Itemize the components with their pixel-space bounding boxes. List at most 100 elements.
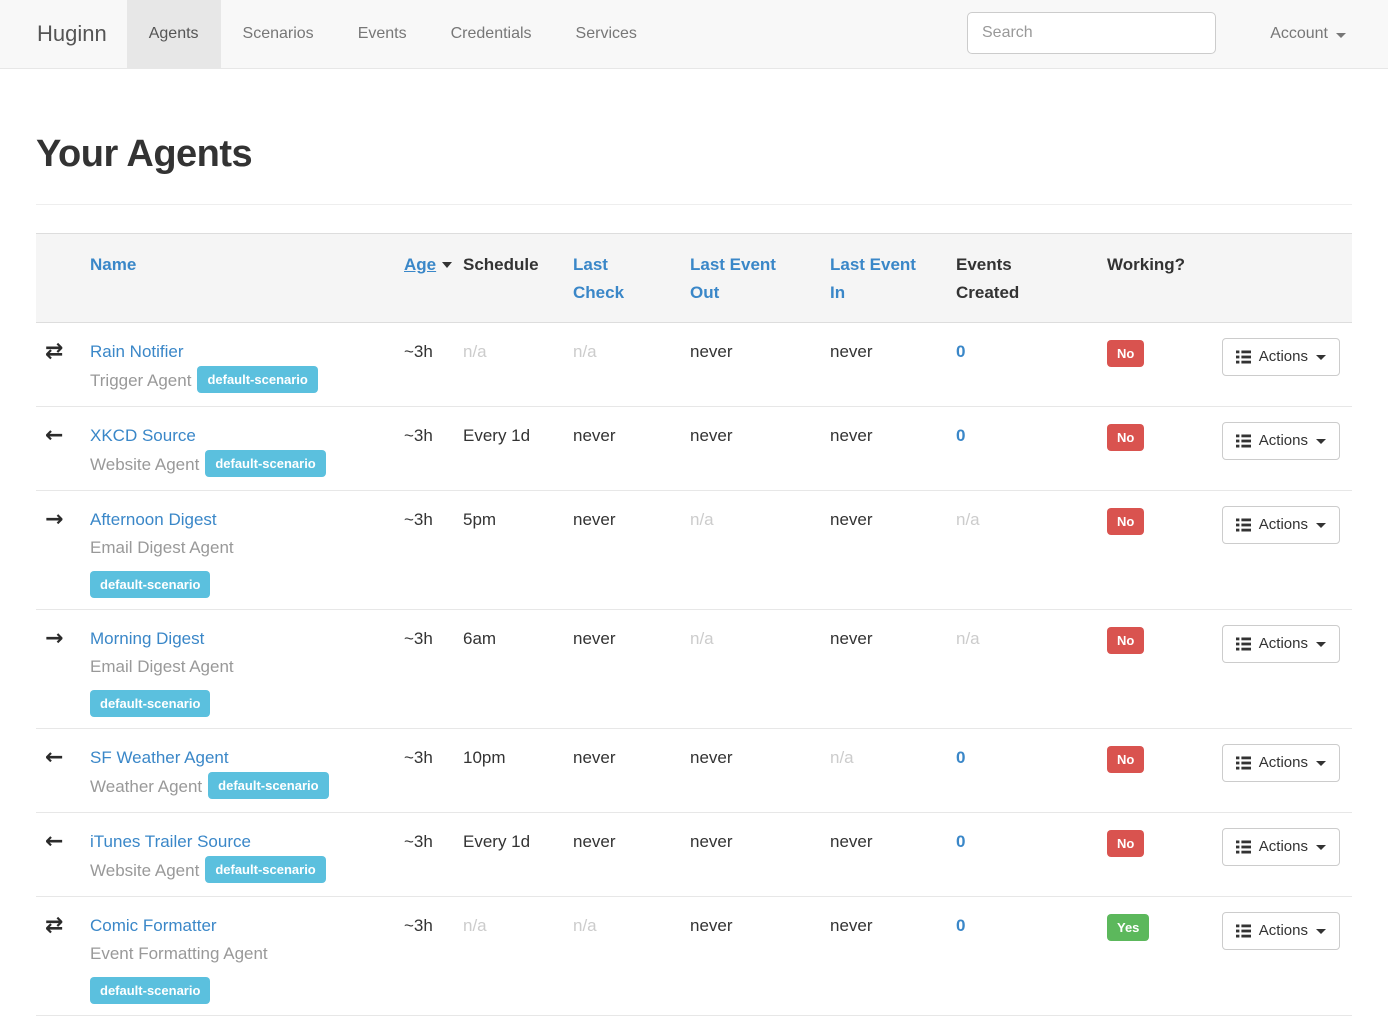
- events-created-link[interactable]: 0: [956, 425, 966, 445]
- list-icon: [1235, 924, 1251, 938]
- schedule-cell: 6am: [463, 628, 497, 648]
- events-created-cell: 0: [956, 744, 1107, 801]
- name-cell: Comic Formatter Event Formatting Agent de…: [90, 912, 404, 1004]
- actions-button[interactable]: Actions: [1221, 911, 1340, 950]
- working-badge: No: [1107, 339, 1145, 367]
- last-event-in-cell: never: [830, 425, 873, 445]
- working-badge: No: [1107, 507, 1145, 535]
- age-cell: ~3h: [404, 747, 433, 767]
- last-check-cell: n/a: [573, 915, 597, 935]
- actions-cell: Actions: [1216, 827, 1352, 885]
- events-created-link[interactable]: 0: [956, 747, 966, 767]
- list-icon: [1235, 350, 1251, 364]
- actions-button[interactable]: Actions: [1221, 337, 1340, 376]
- col-header-age[interactable]: Age: [404, 254, 437, 274]
- exchange-icon: ⇄: [45, 338, 64, 364]
- actions-cell: Actions: [1216, 743, 1352, 801]
- events-created-link[interactable]: 0: [956, 915, 966, 935]
- last-check-cell: n/a: [573, 341, 597, 361]
- working-badge: No: [1107, 829, 1145, 857]
- arrow-left-icon: ←: [45, 744, 64, 770]
- last-event-in-cell: never: [830, 509, 873, 529]
- working-cell: No: [1107, 506, 1216, 598]
- scenario-badge[interactable]: default-scenario: [90, 976, 211, 1004]
- agent-name-link[interactable]: iTunes Trailer Source: [90, 831, 251, 851]
- arrow-right-icon: →: [45, 625, 64, 651]
- agent-type-label: Weather Agent: [90, 776, 203, 796]
- col-header-icon-spacer: [36, 251, 90, 307]
- actions-cell: Actions: [1216, 911, 1352, 1004]
- account-menu[interactable]: Account: [1270, 0, 1346, 68]
- actions-button-label: Actions: [1258, 432, 1308, 450]
- agent-type-label: Website Agent: [90, 454, 200, 474]
- table-row: → Afternoon Digest Email Digest Agent def…: [36, 491, 1352, 610]
- agent-name-link[interactable]: Afternoon Digest: [90, 509, 217, 529]
- events-created-link[interactable]: 0: [956, 831, 966, 851]
- nav-item-events[interactable]: Events: [357, 25, 407, 42]
- agent-name-link[interactable]: Comic Formatter: [90, 915, 217, 935]
- list-icon: [1235, 434, 1251, 448]
- events-created-link: n/a: [956, 628, 980, 648]
- list-icon: [1235, 637, 1251, 651]
- actions-button[interactable]: Actions: [1221, 421, 1340, 460]
- last-event-out-cell: n/a: [690, 509, 714, 529]
- scenario-badge[interactable]: default-scenario: [205, 855, 326, 883]
- scenario-badge[interactable]: default-scenario: [205, 449, 326, 477]
- scenario-badge[interactable]: default-scenario: [90, 689, 211, 717]
- agent-name-link[interactable]: XKCD Source: [90, 425, 196, 445]
- schedule-cell: n/a: [463, 915, 487, 935]
- schedule-cell: Every 1d: [463, 425, 531, 445]
- caret-down-icon: [1316, 523, 1326, 529]
- actions-button[interactable]: Actions: [1221, 827, 1340, 866]
- actions-cell: Actions: [1216, 624, 1352, 717]
- actions-button-label: Actions: [1258, 922, 1308, 940]
- brand-link[interactable]: Huginn: [37, 21, 107, 46]
- nav-item-scenarios[interactable]: Scenarios: [242, 25, 314, 42]
- col-header-working: Working?: [1107, 254, 1186, 274]
- actions-button[interactable]: Actions: [1221, 624, 1340, 663]
- actions-button[interactable]: Actions: [1221, 743, 1340, 782]
- scenario-badge[interactable]: default-scenario: [197, 365, 318, 393]
- search-input[interactable]: [967, 12, 1216, 54]
- actions-button[interactable]: Actions: [1221, 505, 1340, 544]
- col-header-name[interactable]: Name: [90, 254, 137, 274]
- agent-type-label: Email Digest Agent: [90, 537, 234, 557]
- last-event-in-cell: never: [830, 915, 873, 935]
- agents-table: Name Age Schedule Last Check Last Event …: [36, 232, 1352, 1016]
- nav-item-credentials[interactable]: Credentials: [450, 25, 532, 42]
- last-check-cell: never: [573, 747, 616, 767]
- col-header-last-event-out[interactable]: Last Event Out: [690, 254, 776, 302]
- events-created-link[interactable]: 0: [956, 341, 966, 361]
- nav-item-agents[interactable]: Agents: [126, 0, 221, 68]
- working-badge: Yes: [1107, 913, 1150, 941]
- last-event-out-cell: n/a: [690, 628, 714, 648]
- actions-button-label: Actions: [1258, 838, 1308, 856]
- agent-name-link[interactable]: Morning Digest: [90, 628, 205, 648]
- working-cell: No: [1107, 828, 1216, 885]
- events-created-cell: n/a: [956, 506, 1107, 598]
- working-cell: Yes: [1107, 912, 1216, 1004]
- col-header-last-event-in[interactable]: Last Event In: [830, 254, 916, 302]
- col-header-last-check[interactable]: Last Check: [573, 254, 625, 302]
- list-icon: [1235, 840, 1251, 854]
- nav-item-services[interactable]: Services: [575, 25, 637, 42]
- name-cell: Afternoon Digest Email Digest Agent defau…: [90, 506, 404, 598]
- working-badge: No: [1107, 626, 1145, 654]
- scenario-badge[interactable]: default-scenario: [90, 570, 211, 598]
- age-cell: ~3h: [404, 831, 433, 851]
- list-icon: [1235, 756, 1251, 770]
- actions-button-label: Actions: [1258, 516, 1308, 534]
- agent-name-link[interactable]: SF Weather Agent: [90, 747, 229, 767]
- actions-cell: Actions: [1216, 337, 1352, 395]
- caret-down-icon: [1316, 355, 1326, 361]
- last-check-cell: never: [573, 425, 616, 445]
- actions-cell: Actions: [1216, 505, 1352, 598]
- events-created-cell: 0: [956, 828, 1107, 885]
- navbar: Huginn Agents Scenarios Events Credentia…: [0, 0, 1388, 69]
- last-check-cell: never: [573, 509, 616, 529]
- agent-name-link[interactable]: Rain Notifier: [90, 341, 184, 361]
- working-cell: No: [1107, 422, 1216, 479]
- schedule-cell: n/a: [463, 341, 487, 361]
- table-row: ← XKCD Source Website Agent default-scena…: [36, 407, 1352, 491]
- scenario-badge[interactable]: default-scenario: [208, 771, 329, 799]
